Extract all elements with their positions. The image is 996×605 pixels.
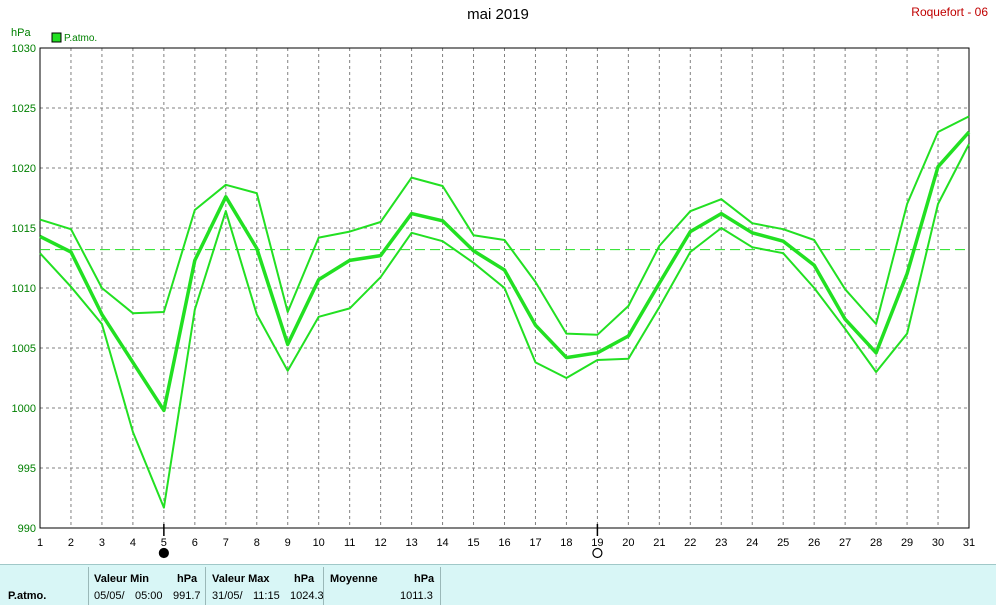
- series-line-max: [39, 115, 970, 336]
- stats-divider: [440, 567, 441, 605]
- x-tick-label: 3: [99, 537, 105, 549]
- max-value: 1024.3: [290, 590, 324, 602]
- x-tick-label: 9: [285, 537, 291, 549]
- mean-label: Moyenne: [330, 573, 378, 585]
- x-tick-label: 25: [777, 537, 789, 549]
- x-tick-label: 26: [808, 537, 820, 549]
- station-name: Roquefort - 06: [911, 5, 988, 19]
- min-value: 991.7: [173, 590, 201, 602]
- legend-swatch: [51, 32, 62, 43]
- x-tick-label: 20: [622, 537, 634, 549]
- full-moon-icon: [158, 547, 169, 559]
- max-label: Valeur Max: [212, 573, 270, 585]
- x-tick-label: 10: [313, 537, 325, 549]
- x-tick-label: 13: [405, 537, 417, 549]
- x-tick-label: 12: [375, 537, 387, 549]
- y-tick-label: 1020: [12, 163, 36, 175]
- y-tick-label: 1010: [12, 283, 36, 295]
- y-axis-label: hPa: [11, 27, 31, 39]
- x-tick-label: 24: [746, 537, 758, 549]
- stats-divider: [88, 567, 89, 605]
- y-tick-label: 1025: [12, 103, 36, 115]
- x-tick-label: 4: [130, 537, 136, 549]
- legend-label: P.atmo.: [64, 33, 97, 44]
- max-date: 31/05/: [212, 590, 243, 602]
- x-tick-label: 11: [344, 537, 355, 549]
- mean-unit: hPa: [414, 573, 435, 585]
- new-moon-icon: [592, 547, 603, 559]
- x-tick-label: 16: [498, 537, 510, 549]
- max-unit: hPa: [294, 573, 315, 585]
- y-tick-label: 1005: [12, 343, 36, 355]
- x-tick-label: 17: [529, 537, 541, 549]
- x-tick-label: 18: [560, 537, 572, 549]
- min-date: 05/05/: [94, 590, 125, 602]
- y-tick-label: 990: [18, 523, 36, 535]
- x-tick-label: 2: [68, 537, 74, 549]
- stats-divider: [205, 567, 206, 605]
- x-tick-label: 6: [192, 537, 198, 549]
- y-tick-label: 1030: [12, 43, 36, 55]
- x-tick-label: 8: [254, 537, 260, 549]
- stats-series-label: P.atmo.: [8, 590, 47, 602]
- stats-divider: [323, 567, 324, 605]
- x-tick-label: 21: [653, 537, 665, 549]
- x-tick-label: 1: [37, 537, 43, 549]
- series-line-min: [39, 143, 970, 509]
- x-tick-label: 22: [684, 537, 696, 549]
- min-label: Valeur Min: [94, 573, 150, 585]
- min-unit: hPa: [177, 573, 198, 585]
- x-tick-label: 19: [591, 537, 603, 549]
- series-line-mean: [39, 130, 971, 413]
- x-tick-label: 27: [839, 537, 851, 549]
- x-tick-label: 15: [467, 537, 479, 549]
- x-tick-label: 23: [715, 537, 727, 549]
- max-time: 11:15: [253, 590, 280, 602]
- x-tick-label: 7: [223, 537, 229, 549]
- x-tick-label: 28: [870, 537, 882, 549]
- y-tick-label: 995: [18, 463, 36, 475]
- min-time: 05:00: [135, 590, 163, 602]
- x-tick-label: 30: [932, 537, 944, 549]
- x-tick-label: 14: [436, 537, 448, 549]
- x-tick-label: 5: [161, 537, 167, 549]
- y-tick-label: 1015: [12, 223, 36, 235]
- x-tick-label: 31: [963, 537, 975, 549]
- chart-title: mai 2019: [467, 6, 529, 23]
- y-tick-label: 1000: [12, 403, 36, 415]
- x-tick-label: 29: [901, 537, 913, 549]
- stats-bar: P.atmo. Valeur Min hPa 05/05/ 05:00 991.…: [0, 564, 996, 605]
- plot-frame: [39, 47, 970, 529]
- mean-value: 1011.3: [400, 590, 433, 602]
